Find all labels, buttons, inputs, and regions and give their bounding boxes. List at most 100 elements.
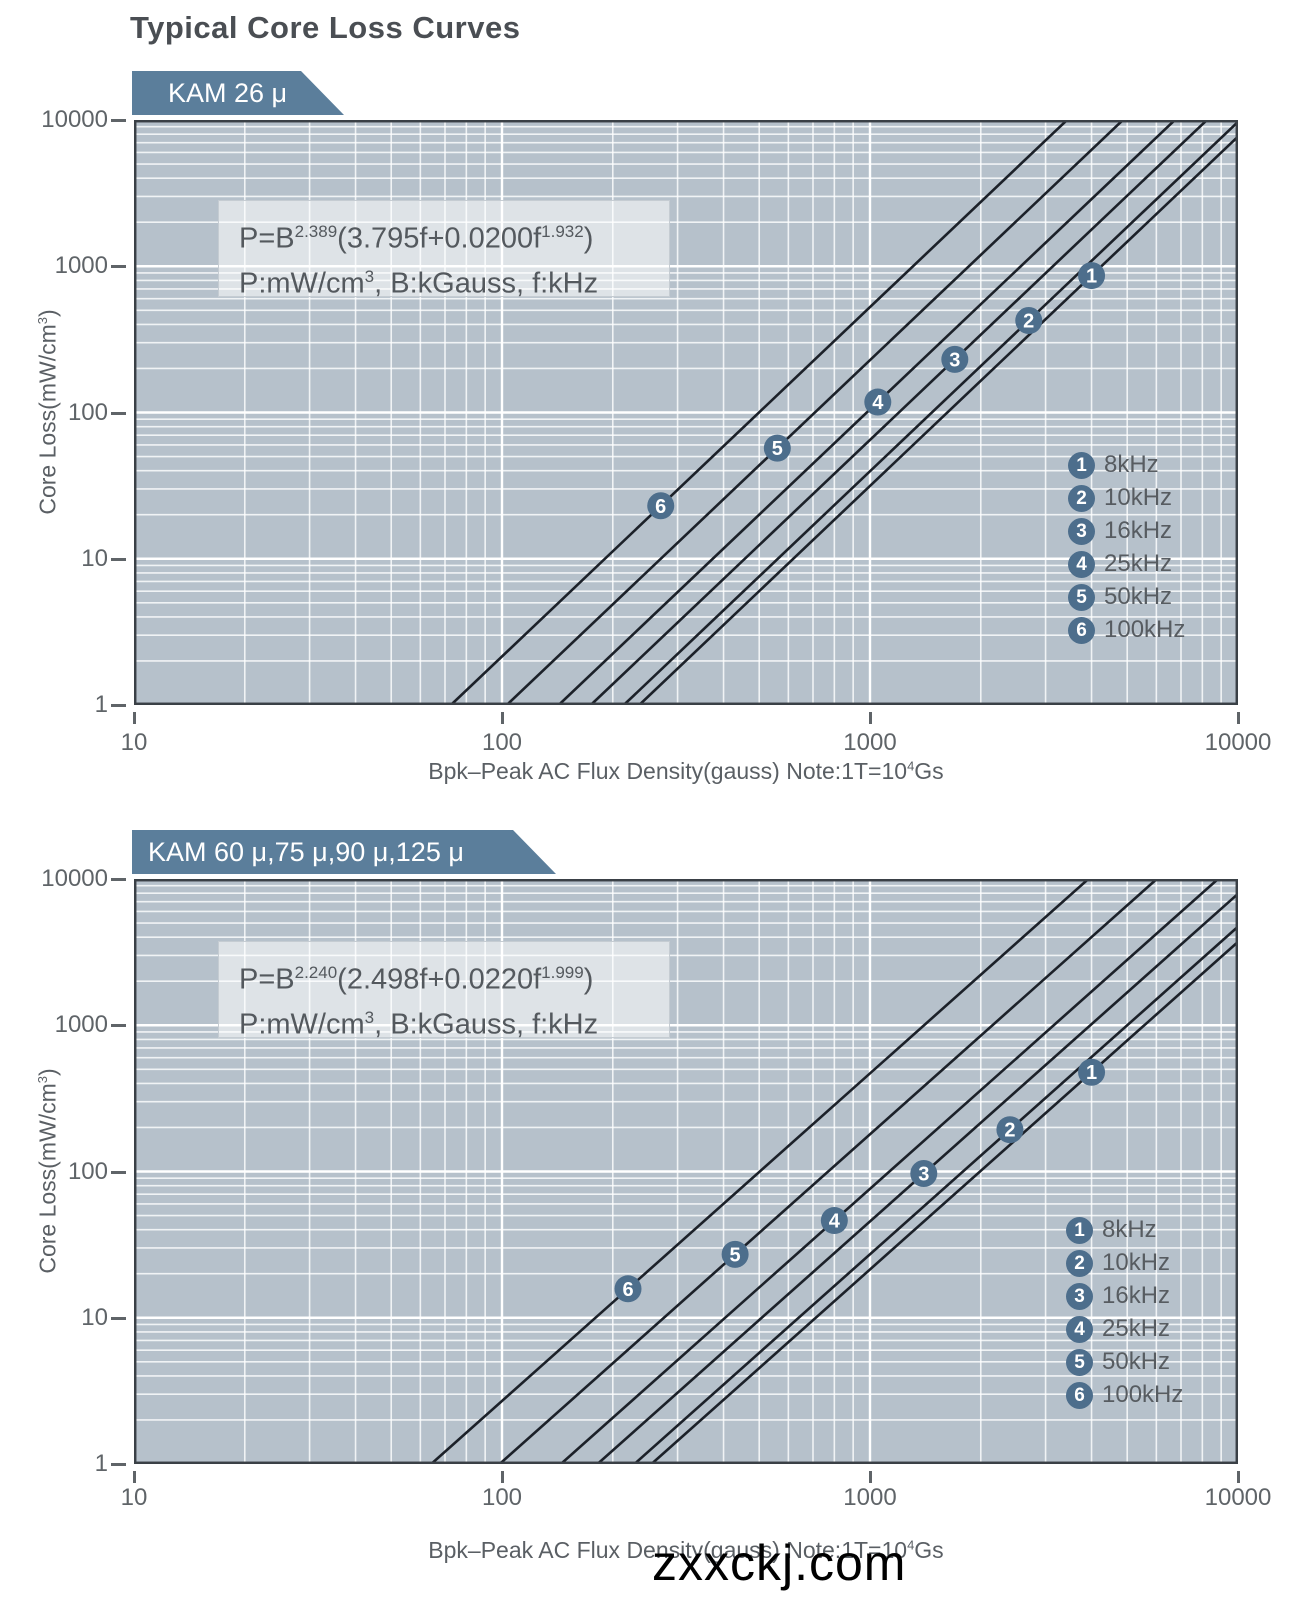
y-tick-dash [111, 1023, 126, 1027]
legend-marker-4: 4 [1068, 550, 1095, 578]
curve-marker-1 [1078, 1058, 1106, 1086]
y-tick: 1000 [0, 1011, 126, 1039]
legend-item: 4 25kHz [1066, 1315, 1170, 1343]
curve-marker-1 [1078, 262, 1106, 290]
curve-marker-number: 3 [949, 349, 960, 371]
curve-marker-2 [996, 1116, 1024, 1144]
legend-item: 6 100kHz [1068, 616, 1185, 644]
curve-8kHz [650, 940, 1238, 1464]
chart1-plot: 1 2 3 4 5 6 [134, 120, 1238, 705]
chart1-banner: KAM 26 μ [132, 71, 344, 115]
y-tick-dash [111, 877, 126, 881]
plot-border [134, 120, 1238, 705]
curve-25kHz [559, 879, 1219, 1464]
curve-marker-number: 3 [918, 1164, 929, 1186]
curve-100kHz [450, 120, 1068, 705]
curve-marker-number: 6 [655, 496, 666, 518]
x-tick-mark [869, 1471, 872, 1483]
y-tick: 10 [0, 1304, 126, 1332]
curve-marker-4 [820, 1207, 848, 1235]
curve-marker-5 [721, 1240, 749, 1268]
curve-marker-number: 2 [1023, 311, 1034, 333]
curve-8kHz [638, 135, 1238, 705]
legend-item: 1 8kHz [1068, 451, 1159, 479]
x-tick-label: 10 [120, 729, 148, 756]
y-tick-dash [111, 118, 126, 122]
x-tick-mark [133, 712, 136, 724]
x-tick-mark [869, 712, 872, 724]
curve-marker-3 [941, 345, 969, 373]
y-tick: 100 [0, 1158, 126, 1186]
legend-marker-6: 6 [1066, 1381, 1093, 1409]
y-tick: 10 [0, 545, 126, 573]
curve-marker-number: 2 [1004, 1120, 1015, 1142]
curve-marker-number: 1 [1086, 1062, 1097, 1084]
x-tick-label: 100 [481, 729, 523, 756]
legend-marker-6: 6 [1068, 616, 1095, 644]
legend-item: 1 8kHz [1066, 1216, 1157, 1244]
y-tick-dash [111, 1462, 126, 1466]
legend-marker-2: 2 [1066, 1249, 1093, 1277]
y-tick-dash [111, 264, 126, 268]
y-tick: 1 [0, 691, 126, 719]
chart2-x-axis-label: Bpk–Peak AC Flux Density(gauss) Note:1T=… [428, 1537, 944, 1563]
curve-50kHz [498, 879, 1158, 1464]
curve-marker-2 [1015, 307, 1043, 335]
y-tick-dash [111, 1170, 126, 1174]
curve-marker-number: 5 [772, 438, 783, 460]
formula-line-1: P=B2.240(2.498f+0.0220f1.999) [239, 963, 594, 996]
legend-marker-5: 5 [1066, 1348, 1093, 1376]
curve-marker-number: 5 [730, 1244, 741, 1266]
legend-marker-1: 1 [1068, 451, 1095, 479]
curve-marker-number: 6 [622, 1279, 633, 1301]
chart2-formula-box: P=B2.240(2.498f+0.0220f1.999) P:mW/cm3, … [218, 941, 670, 1040]
curve-marker-6 [614, 1275, 642, 1303]
formula-line-1: P=B2.389(3.795f+0.0200f1.932) [239, 222, 594, 255]
curve-25kHz [557, 120, 1176, 705]
legend-item: 2 10kHz [1066, 1249, 1170, 1277]
x-tick-label: 10000 [1204, 1484, 1272, 1511]
curve-marker-number: 4 [872, 392, 884, 414]
legend-marker-3: 3 [1066, 1282, 1093, 1310]
legend-item: 3 16kHz [1066, 1282, 1170, 1310]
legend-marker-1: 1 [1066, 1216, 1093, 1244]
chart2-y-axis-label: Core Loss(mW/cm3) [34, 1068, 61, 1274]
curve-marker-number: 1 [1086, 266, 1097, 288]
chart1-x-axis-label: Bpk–Peak AC Flux Density(gauss) Note:1T=… [428, 758, 944, 784]
x-tick-mark [501, 1471, 504, 1483]
legend-item: 3 16kHz [1068, 517, 1172, 545]
legend-marker-3: 3 [1068, 517, 1095, 545]
legend-marker-4: 4 [1066, 1315, 1093, 1343]
y-tick: 1000 [0, 252, 126, 280]
chart1-y-axis-label: Core Loss(mW/cm3) [34, 309, 61, 515]
formula-line-2: P:mW/cm3, B:kGauss, f:kHz [239, 1007, 599, 1041]
y-tick: 1 [0, 1450, 126, 1478]
x-tick-mark [1237, 1471, 1240, 1483]
x-tick-label: 1000 [843, 1484, 897, 1511]
formula-line-2: P:mW/cm3, B:kGauss, f:kHz [239, 266, 599, 300]
y-tick-dash [111, 1316, 126, 1320]
x-tick-label: 10 [120, 1484, 148, 1511]
x-tick-label: 1000 [843, 729, 897, 756]
x-tick-label: 100 [481, 1484, 523, 1511]
x-tick-label: 10000 [1204, 729, 1272, 756]
legend-item: 6 100kHz [1066, 1381, 1183, 1409]
chart2-banner: KAM 60 μ,75 μ,90 μ,125 μ [132, 830, 556, 874]
y-tick: 10000 [0, 106, 126, 134]
curve-marker-5 [763, 434, 791, 462]
legend-item: 5 50kHz [1066, 1348, 1170, 1376]
legend-marker-2: 2 [1068, 484, 1095, 512]
legend-item: 2 10kHz [1068, 484, 1172, 512]
x-tick-mark [1237, 712, 1240, 724]
curve-16kHz [589, 120, 1208, 705]
legend-item: 5 50kHz [1068, 583, 1172, 611]
curve-10kHz [633, 925, 1238, 1464]
page-title: Typical Core Loss Curves [130, 10, 521, 45]
y-tick-dash [111, 703, 126, 707]
chart1-formula-box: P=B2.389(3.795f+0.0200f1.932) P:mW/cm3, … [218, 200, 670, 299]
y-tick: 10000 [0, 865, 126, 893]
legend-marker-5: 5 [1068, 583, 1095, 611]
plot-border [134, 879, 1238, 1464]
y-tick: 100 [0, 399, 126, 427]
